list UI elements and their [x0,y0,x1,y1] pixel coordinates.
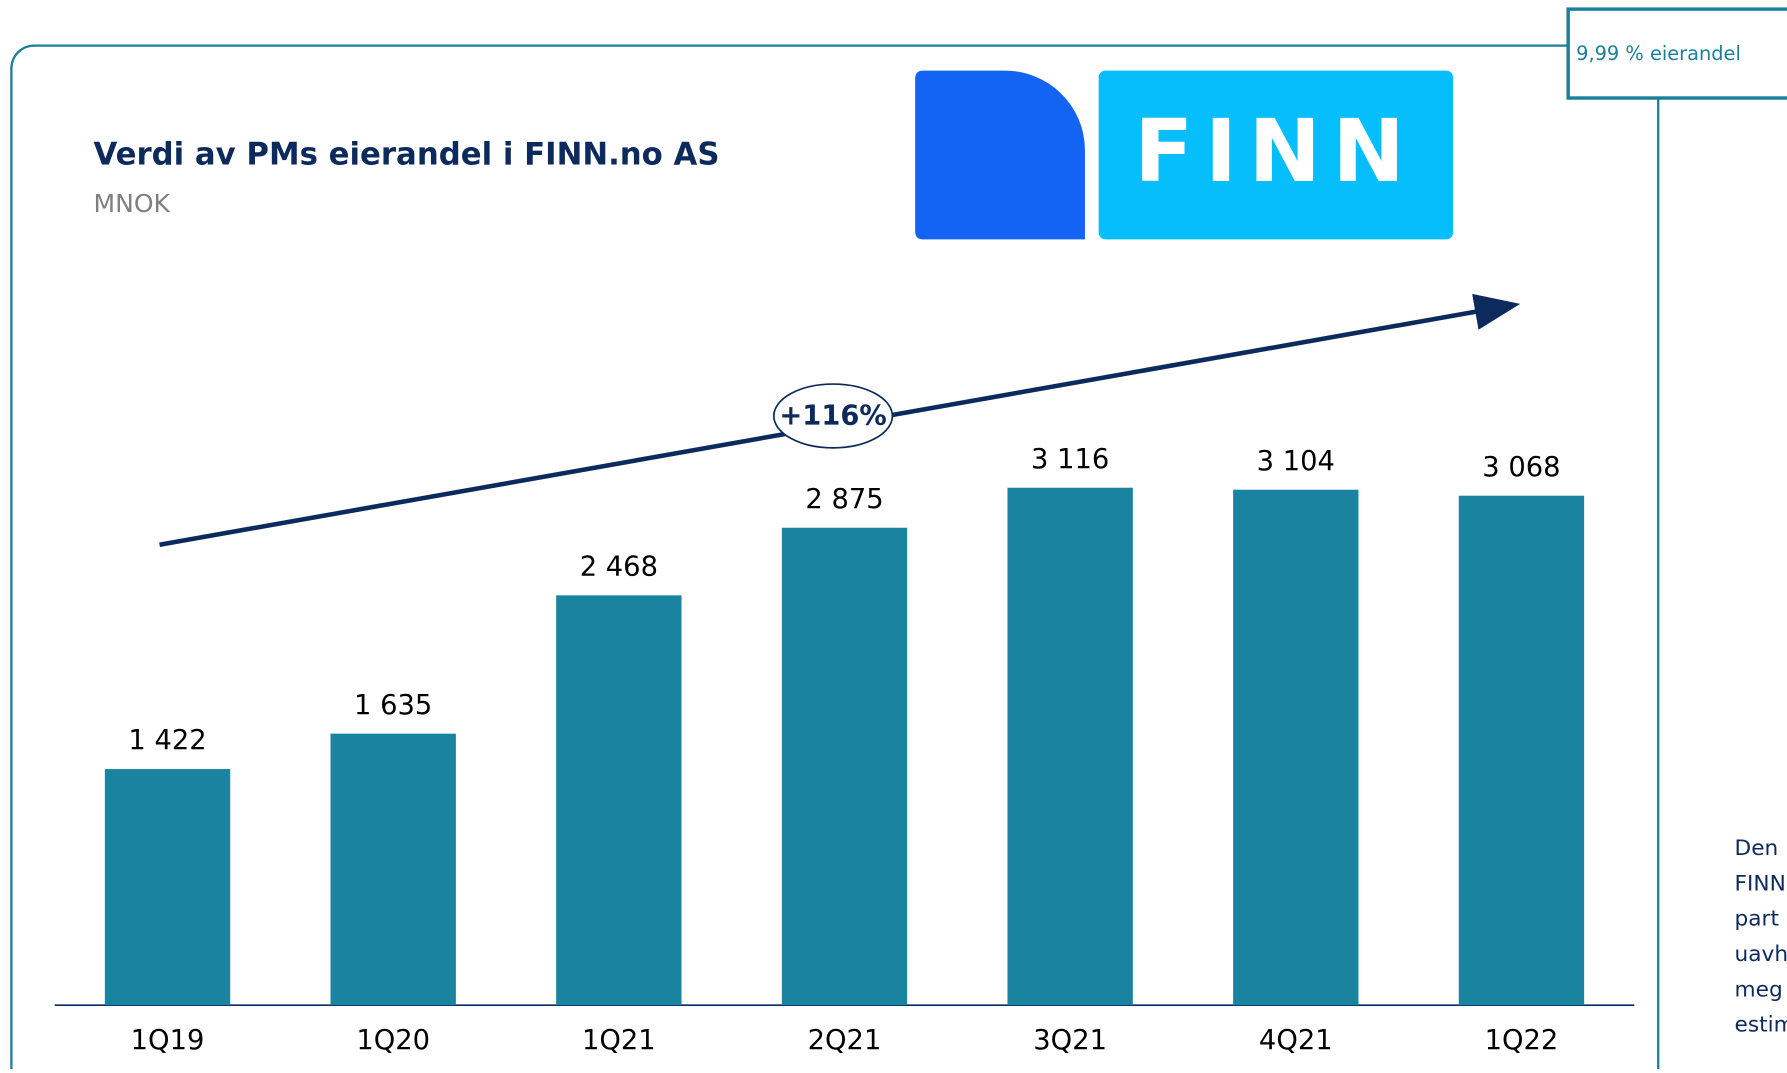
x-tick-label: 1Q22 [1485,1025,1559,1056]
bar [330,733,456,1006]
chart-subtitle: MNOK [93,189,170,218]
value-label: 1 422 [128,725,206,756]
value-label: 3 116 [1031,444,1109,475]
value-label: 1 635 [354,690,432,721]
x-tick-label: 1Q20 [356,1025,430,1056]
x-tick-label: 4Q21 [1259,1025,1333,1056]
value-label: 3 104 [1257,446,1335,477]
annotation-ellipse [772,383,894,449]
side-note-line: estim [1735,1013,1787,1038]
side-note-line: meg [1735,977,1783,1002]
bar [556,595,682,1006]
ownership-box [1566,7,1787,100]
x-tick-label: 3Q21 [1033,1025,1107,1056]
side-note-line: part [1735,907,1779,932]
logo-shape [915,70,1085,240]
logo-box [1098,70,1454,240]
side-note-line: FINN [1735,871,1786,896]
value-label: 3 068 [1482,452,1560,483]
value-label: 2 468 [580,551,658,582]
x-tick-label: 2Q21 [808,1025,882,1056]
bar [104,769,231,1006]
frame [10,44,1660,1073]
bar [1233,489,1359,1006]
side-note-line: Den [1735,836,1779,861]
bar [1007,487,1133,1006]
annotation: +116% [779,401,886,432]
side-note-line: uavh [1735,942,1787,967]
bar [781,527,908,1006]
value-label: 2 875 [805,484,883,515]
logo-text: FINN [1134,102,1416,202]
bar [1458,495,1585,1006]
x-tick-label: 1Q21 [582,1025,656,1056]
ownership-label: 9,99 % eierandel [1576,42,1741,65]
x-tick-label: 1Q19 [131,1025,205,1056]
chart-title: Verdi av PMs eierandel i FINN.no AS [93,137,719,173]
